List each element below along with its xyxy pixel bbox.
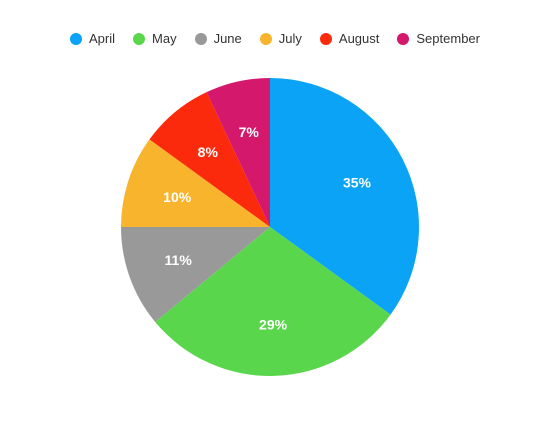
pie-slice-april[interactable] bbox=[270, 78, 419, 315]
legend-label-june: June bbox=[213, 31, 242, 46]
legend-marker-june bbox=[194, 32, 207, 45]
legend-item-may[interactable]: May bbox=[133, 31, 177, 46]
legend-marker-july bbox=[259, 32, 272, 45]
slice-label-september: 7% bbox=[239, 124, 260, 140]
slice-label-june: 11% bbox=[165, 252, 193, 268]
legend-item-april[interactable]: April bbox=[70, 31, 115, 46]
legend-label-august: August bbox=[338, 31, 380, 46]
legend-marker-september bbox=[397, 32, 410, 45]
legend-marker-april bbox=[70, 32, 82, 45]
slice-label-april: 35% bbox=[343, 175, 372, 191]
legend-label-april: April bbox=[89, 31, 116, 46]
pie-slice-june[interactable] bbox=[121, 227, 270, 322]
pie-slice-may[interactable] bbox=[155, 227, 391, 376]
legend-item-august[interactable]: August bbox=[319, 31, 380, 46]
legend-marker-may bbox=[133, 32, 146, 45]
legend-label-may: May bbox=[152, 31, 177, 46]
legend-item-september[interactable]: September bbox=[397, 31, 480, 46]
legend: April May June July August September bbox=[0, 31, 550, 46]
slice-label-july: 10% bbox=[163, 189, 192, 205]
pie-slice-july[interactable] bbox=[121, 139, 270, 227]
legend-label-july: July bbox=[278, 31, 302, 46]
legend-label-september: September bbox=[416, 31, 480, 46]
slice-label-august: 8% bbox=[198, 144, 219, 160]
pie-slice-september[interactable] bbox=[206, 78, 270, 227]
legend-item-july[interactable]: July bbox=[259, 31, 302, 46]
slice-label-may: 29% bbox=[259, 317, 288, 333]
legend-marker-august bbox=[319, 32, 332, 45]
legend-item-june[interactable]: June bbox=[194, 31, 242, 46]
pie-slice-august[interactable] bbox=[149, 92, 270, 227]
